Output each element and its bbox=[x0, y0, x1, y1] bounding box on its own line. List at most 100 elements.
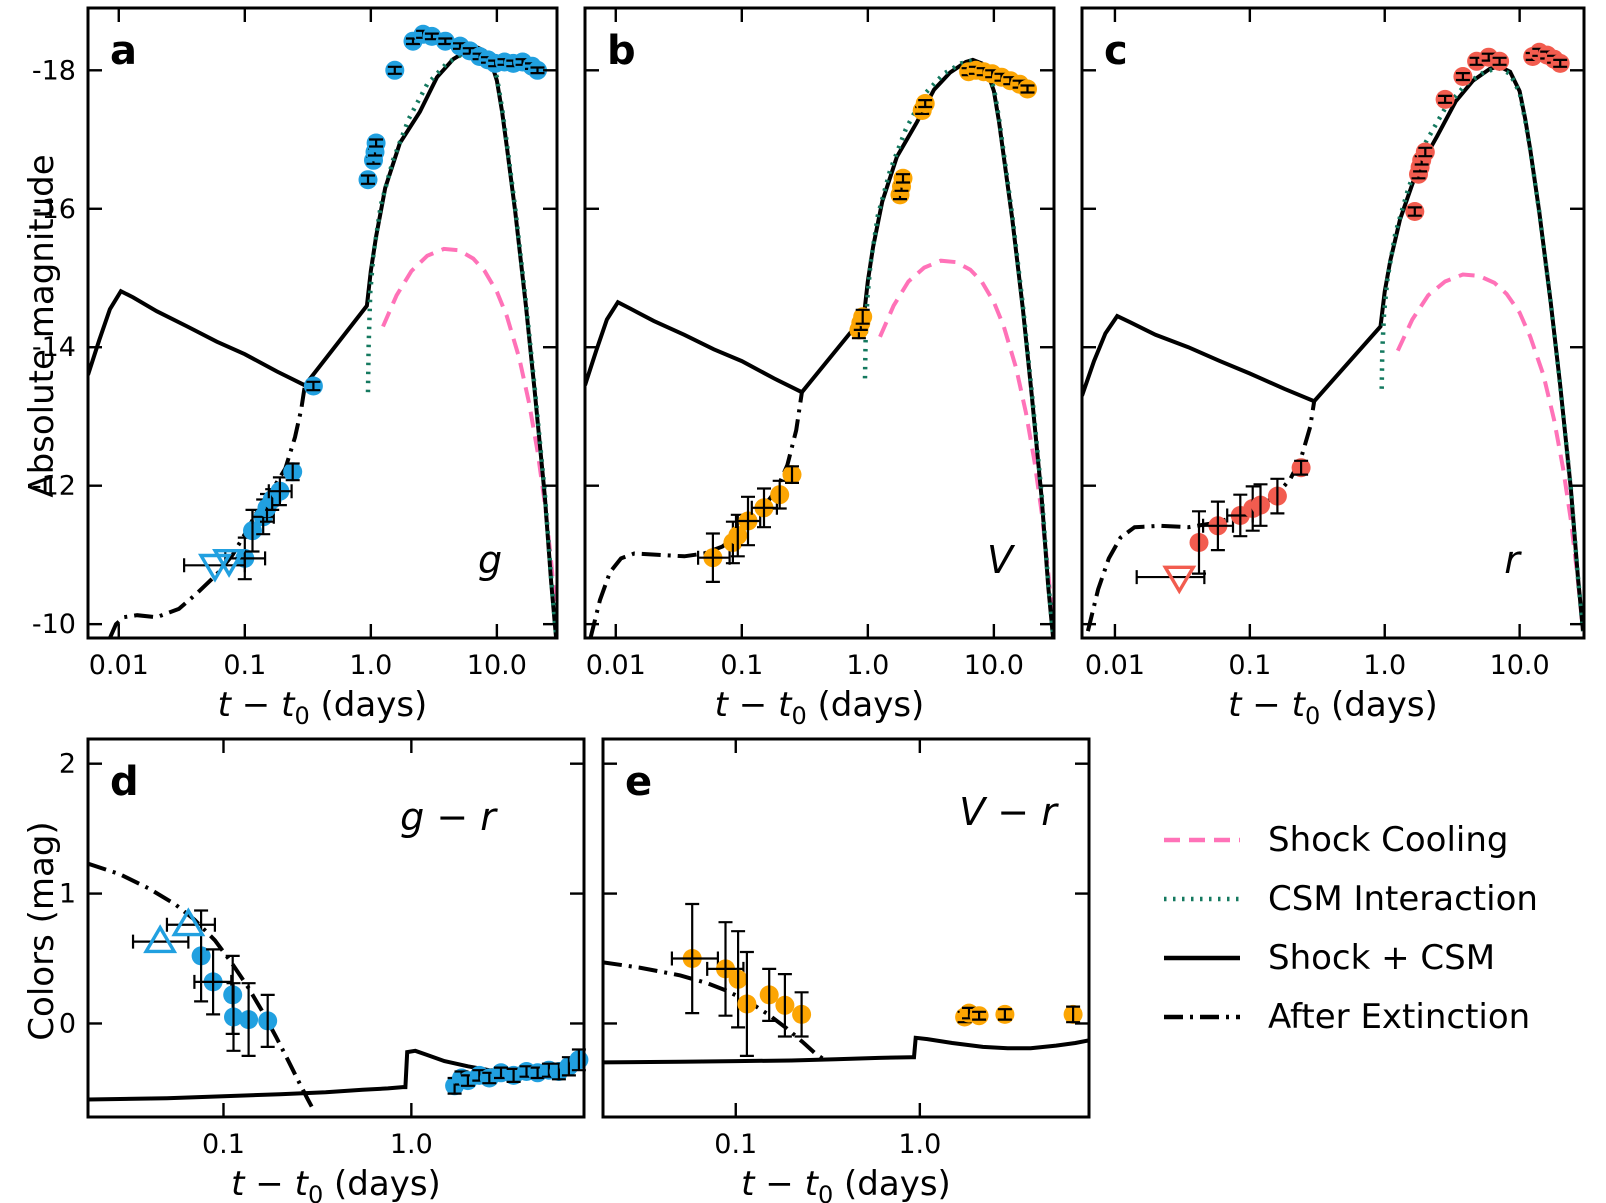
panel-d-ticks bbox=[88, 739, 584, 1117]
x-tick-label: 0.1 bbox=[720, 650, 763, 681]
error-bar bbox=[1020, 84, 1035, 94]
limit-triangle-marker bbox=[1162, 565, 1197, 595]
panel-letter-a: a bbox=[110, 28, 137, 74]
error-bar bbox=[1438, 94, 1453, 104]
legend-item-after-extinction: After Extinction bbox=[1162, 987, 1538, 1046]
x-tick-label: 10.0 bbox=[1490, 650, 1550, 681]
limit-triangle-marker bbox=[171, 907, 206, 937]
x-axis-label: t − t0 (days) bbox=[715, 685, 925, 730]
error-bar bbox=[739, 950, 754, 1057]
band-label-g: g bbox=[478, 538, 502, 582]
x-tick-label: 1.0 bbox=[1363, 650, 1406, 681]
panel-a-shock-cooling-line bbox=[381, 246, 557, 618]
panel-a: 0.01 0.1 1.0 10.0 -18 -16 -14 -12 -10 a g t − t0 (d… bbox=[32, 6, 559, 730]
limit-triangle-marker bbox=[212, 548, 247, 578]
error-bar bbox=[1253, 483, 1268, 527]
error-bar bbox=[193, 948, 233, 1016]
error-bar bbox=[387, 65, 402, 75]
panel-c-frame bbox=[1080, 6, 1586, 640]
y-tick-label: 0 bbox=[59, 1008, 76, 1039]
panel-c-after-extinction-line bbox=[1085, 400, 1317, 632]
limit-error-bar bbox=[165, 917, 216, 932]
panel-e: 0.1 1.0 e V − r t − t0 (days) bbox=[601, 737, 1091, 1203]
panel-e-frame bbox=[601, 737, 1091, 1119]
x-tick-label: 0.1 bbox=[1228, 650, 1271, 681]
panel-c: 0.01 0.1 1.0 10.0 c r t − t0 (days) bbox=[1080, 6, 1586, 730]
solid-line-icon bbox=[1164, 955, 1240, 960]
x-axis-label: t − t0 (days) bbox=[741, 1164, 951, 1203]
error-bar bbox=[1270, 477, 1285, 515]
panel-e-shock-plus-csm-line bbox=[603, 1035, 1089, 1065]
error-bar bbox=[706, 921, 745, 1017]
legend-item-shock-plus-csm: Shock + CSM bbox=[1162, 928, 1538, 987]
error-bar bbox=[369, 138, 384, 148]
error-bar bbox=[1294, 459, 1309, 476]
error-bar bbox=[361, 174, 375, 185]
dotted-line-icon bbox=[1164, 896, 1240, 901]
panel-c-ticks bbox=[1082, 8, 1584, 638]
x-tick-label: 1.0 bbox=[846, 650, 889, 681]
panel-d-data-points bbox=[131, 907, 589, 1096]
band-label-r: r bbox=[1504, 538, 1522, 582]
panel-b-ticks bbox=[585, 8, 1054, 638]
dashed-line-icon bbox=[1164, 837, 1240, 842]
panel-b-shock-cooling-line bbox=[878, 258, 1054, 628]
panel-b-frame bbox=[583, 6, 1056, 640]
y-tick-label: -18 bbox=[32, 55, 76, 86]
legend-item-shock-cooling: Shock Cooling bbox=[1162, 810, 1538, 869]
x-tick-label: 0.1 bbox=[223, 650, 266, 681]
panel-e-data-points bbox=[670, 902, 1083, 1057]
error-bar bbox=[972, 1010, 987, 1021]
x-tick-label: 1.0 bbox=[349, 650, 392, 681]
error-bar bbox=[530, 66, 545, 75]
panel-e-ticks bbox=[603, 739, 1089, 1117]
error-bar bbox=[306, 380, 321, 392]
error-bar bbox=[772, 479, 787, 510]
panel-b-after-extinction-line bbox=[588, 391, 804, 638]
error-bar bbox=[241, 982, 256, 1057]
error-bar bbox=[251, 498, 275, 536]
error-bar bbox=[260, 993, 275, 1048]
error-bar bbox=[285, 462, 300, 482]
panel-letter-e: e bbox=[625, 759, 652, 805]
panel-a-data-points bbox=[183, 24, 547, 583]
panel-b: 0.01 0.1 1.0 10.0 b Vt − t0 (days) bbox=[583, 6, 1056, 730]
x-tick-label: 0.1 bbox=[714, 1129, 757, 1160]
panel-d: 0.1 1.0 0 1 2 d g − r t − t0 (days) bbox=[59, 737, 589, 1203]
x-tick-label: 0.01 bbox=[586, 650, 646, 681]
error-bar bbox=[997, 1008, 1012, 1021]
error-bar bbox=[731, 930, 746, 1029]
error-bar bbox=[1066, 1005, 1081, 1024]
limit-triangle-marker bbox=[198, 553, 232, 583]
error-bar bbox=[762, 967, 777, 1022]
x-tick-label: 1.0 bbox=[898, 1129, 941, 1160]
panel-a-ticks bbox=[88, 8, 557, 638]
panel-letter-c: c bbox=[1104, 28, 1128, 74]
legend-label: After Extinction bbox=[1268, 996, 1531, 1037]
error-bar bbox=[1492, 56, 1507, 66]
error-bar bbox=[785, 465, 799, 484]
dashdot-line-icon bbox=[1164, 1014, 1240, 1019]
error-bar bbox=[734, 495, 762, 547]
error-bar bbox=[918, 99, 933, 109]
panel-c-csm-interaction-line bbox=[1379, 65, 1584, 632]
panel-b-data-points bbox=[697, 60, 1037, 583]
error-bar bbox=[226, 982, 241, 1052]
x-tick-label: 0.01 bbox=[1085, 650, 1145, 681]
error-bar bbox=[896, 173, 910, 184]
limit-error-bar bbox=[131, 934, 190, 949]
x-axis-label: t − t0 (days) bbox=[218, 685, 428, 730]
band-label-V-r: V − r bbox=[959, 790, 1059, 834]
x-axis-label: t − t0 (days) bbox=[231, 1164, 441, 1203]
x-tick-label: 10.0 bbox=[964, 650, 1024, 681]
y-tick-label: -10 bbox=[32, 609, 76, 640]
error-bar bbox=[855, 308, 870, 325]
x-axis-label: t − t0 (days) bbox=[1228, 685, 1438, 730]
error-bar bbox=[1418, 146, 1433, 158]
x-tick-label: 0.01 bbox=[89, 650, 149, 681]
error-bar bbox=[438, 37, 453, 46]
panel-d-after-extinction-line bbox=[88, 861, 315, 1111]
x-tick-label: 1.0 bbox=[390, 1129, 433, 1160]
